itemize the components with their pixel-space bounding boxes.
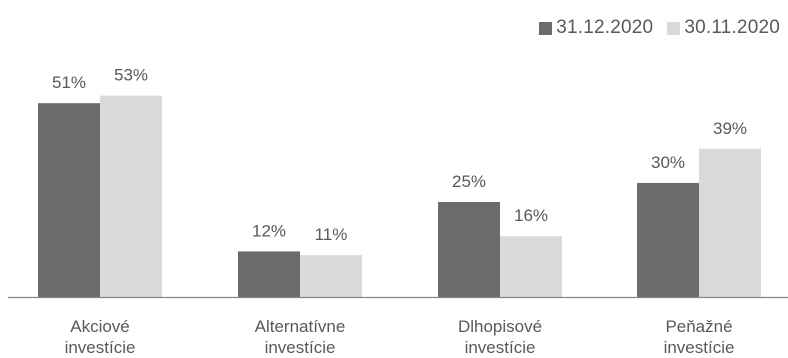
bar-2-2 — [300, 255, 362, 297]
chart-legend: 31.12.2020 30.11.2020 — [525, 17, 780, 39]
category-label-line: investície — [265, 338, 336, 357]
legend-label-series-1: 31.12.2020 — [556, 17, 654, 38]
bar-1-4 — [637, 183, 699, 297]
bar-2-3 — [500, 236, 562, 297]
category-label-line: investície — [465, 338, 536, 357]
legend-label-series-2: 30.11.2020 — [684, 17, 780, 38]
category-label-line: Dlhopisové — [458, 317, 542, 336]
data-label-2-3: 16% — [514, 206, 548, 225]
bar-2-4 — [699, 148, 761, 297]
bar-1-1 — [38, 103, 100, 297]
data-label-1-3: 25% — [452, 172, 486, 191]
bar-1-3 — [438, 202, 500, 297]
category-label-3: Dlhopisové investície — [458, 317, 542, 357]
legend-swatch-series-1 — [539, 21, 553, 35]
bar-1-2 — [238, 251, 300, 297]
legend-swatch-series-2 — [667, 21, 681, 35]
legend-item-series-2: 30.11.2020 — [667, 17, 780, 39]
data-label-1-2: 12% — [252, 221, 286, 240]
category-label-line: Alternatívne — [255, 317, 346, 336]
category-label-line: Akciové — [70, 317, 130, 336]
data-label-1-1: 51% — [52, 73, 86, 92]
category-label-2: Alternatívne investície — [255, 317, 346, 357]
data-label-2-1: 53% — [114, 66, 148, 85]
category-label-4: Peňažné investície — [664, 317, 735, 357]
legend-item-series-1: 31.12.2020 — [539, 17, 653, 39]
data-label-1-4: 30% — [651, 153, 685, 172]
bar-2-1 — [100, 95, 162, 297]
category-label-line: investície — [65, 338, 136, 357]
data-label-2-4: 39% — [713, 119, 747, 138]
category-label-1: Akciové investície — [65, 317, 136, 357]
category-label-line: investície — [664, 338, 735, 357]
category-label-line: Peňažné — [665, 317, 732, 336]
data-label-2-2: 11% — [315, 225, 348, 244]
